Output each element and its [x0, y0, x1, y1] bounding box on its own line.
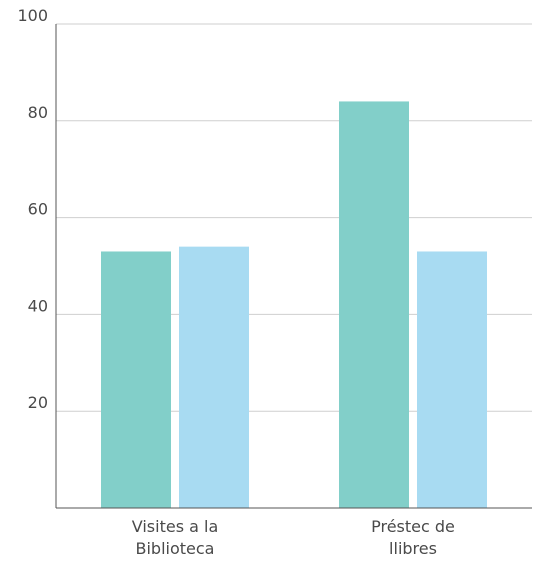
bar-1-series-1 — [101, 251, 171, 509]
bar-2-series-1 — [339, 101, 409, 508]
y-tick-label: 60 — [28, 200, 48, 219]
y-tick-label: 80 — [28, 103, 48, 122]
bar-1-series-2 — [179, 246, 249, 508]
x-category-label: Préstec de llibres — [371, 517, 455, 558]
bar-2-series-2 — [417, 251, 487, 509]
y-tick-label: 40 — [28, 296, 48, 315]
axes — [55, 24, 532, 509]
x-category-labels: Visites a la Biblioteca Préstec de llibres — [132, 517, 455, 558]
y-tick-labels: 20 40 60 80 100 — [17, 6, 48, 412]
bars — [101, 101, 487, 509]
y-tick-label: 20 — [28, 393, 48, 412]
y-tick-label: 100 — [17, 6, 48, 25]
x-category-label: Visites a la Biblioteca — [132, 517, 219, 558]
